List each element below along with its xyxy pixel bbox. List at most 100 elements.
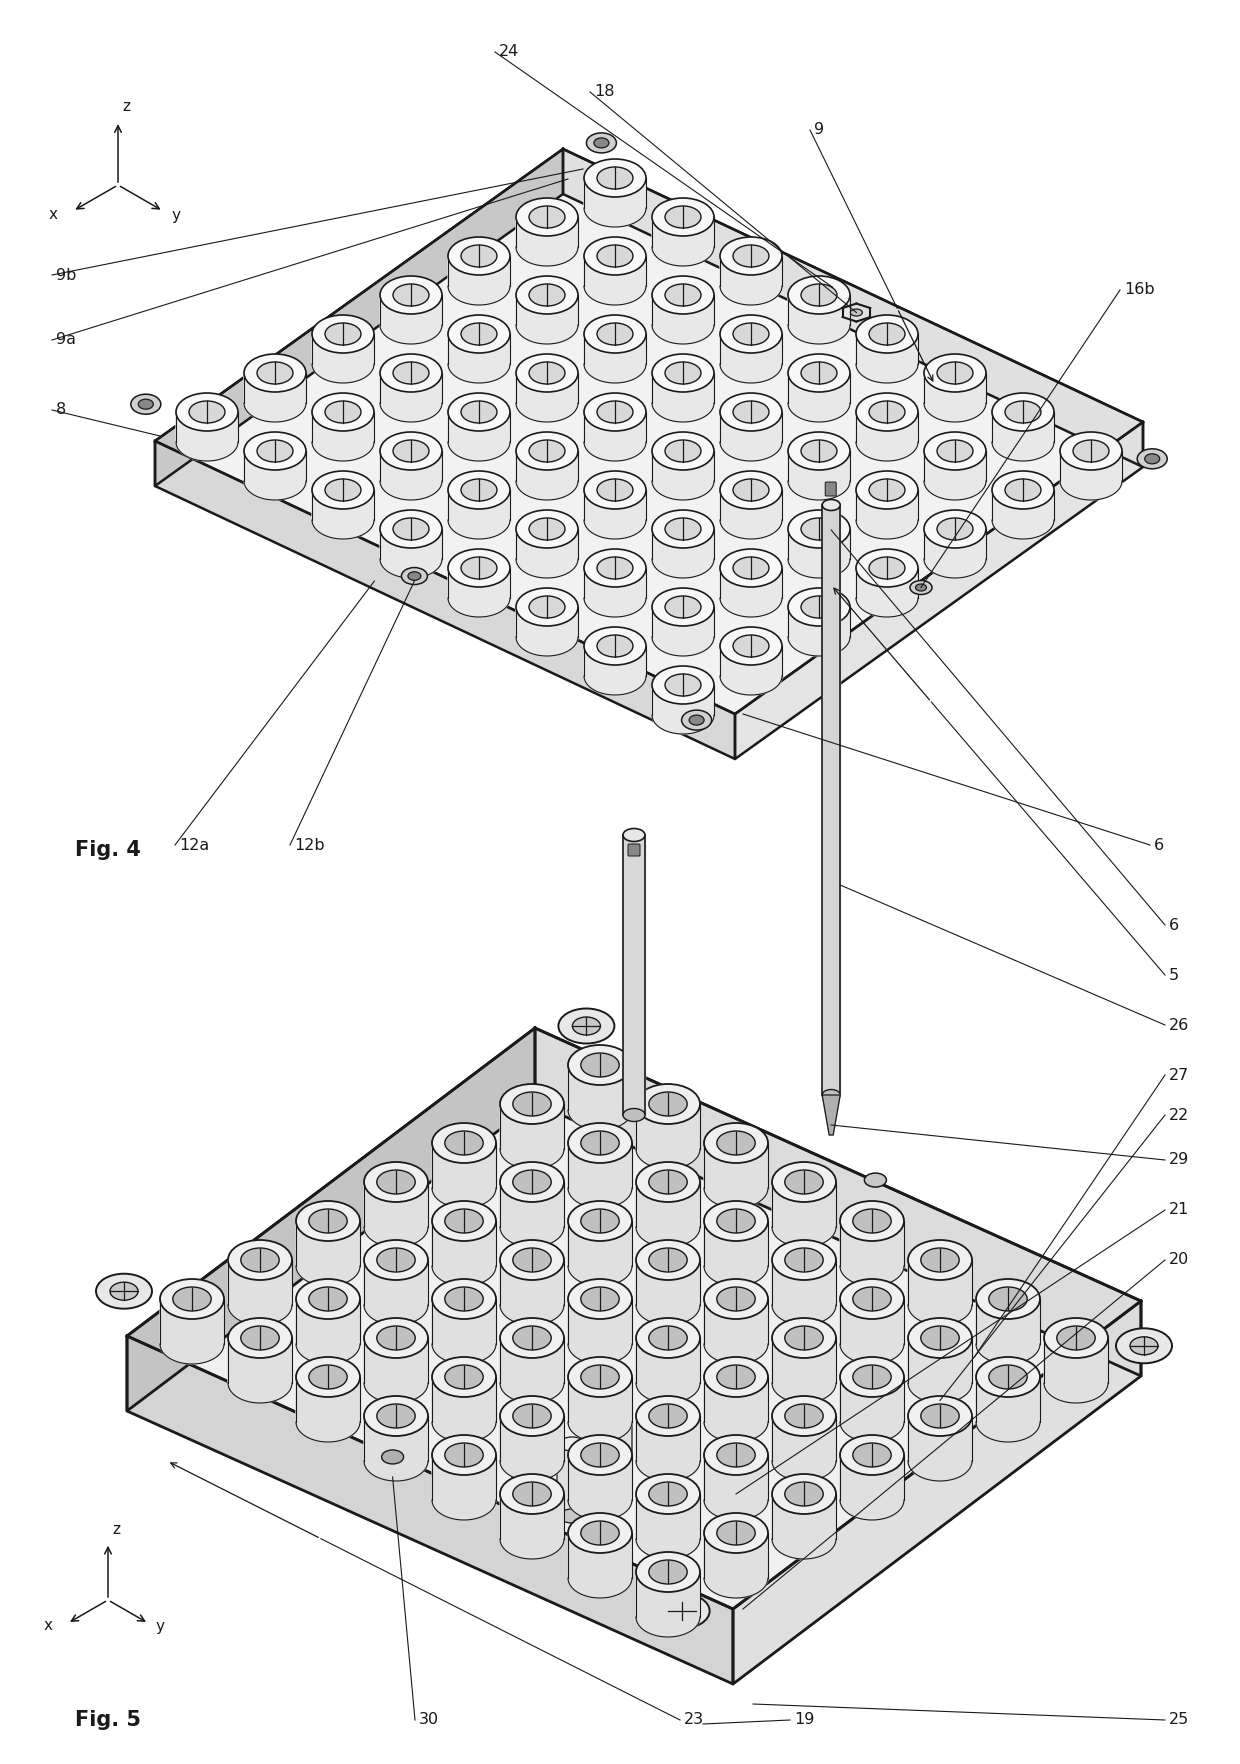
Ellipse shape — [636, 1085, 701, 1124]
Polygon shape — [296, 1298, 360, 1364]
Polygon shape — [312, 333, 374, 383]
FancyBboxPatch shape — [825, 482, 836, 496]
Ellipse shape — [733, 245, 769, 266]
Ellipse shape — [516, 432, 578, 469]
Ellipse shape — [402, 568, 428, 584]
Polygon shape — [773, 1182, 836, 1247]
Ellipse shape — [988, 1365, 1027, 1388]
Polygon shape — [704, 1378, 768, 1441]
Polygon shape — [652, 607, 714, 656]
Ellipse shape — [95, 1274, 153, 1309]
Ellipse shape — [365, 1395, 428, 1436]
Ellipse shape — [652, 275, 714, 314]
Polygon shape — [516, 217, 578, 266]
Polygon shape — [584, 333, 646, 383]
Ellipse shape — [448, 393, 510, 430]
Polygon shape — [856, 490, 918, 540]
Polygon shape — [126, 1335, 733, 1685]
Ellipse shape — [856, 549, 918, 587]
Ellipse shape — [704, 1434, 768, 1475]
Ellipse shape — [720, 626, 782, 665]
Ellipse shape — [785, 1170, 823, 1194]
Text: 6: 6 — [1154, 838, 1164, 852]
Polygon shape — [432, 1298, 496, 1364]
Polygon shape — [856, 568, 918, 617]
Ellipse shape — [976, 1357, 1040, 1397]
Text: 30: 30 — [419, 1713, 439, 1727]
Polygon shape — [155, 441, 735, 759]
Polygon shape — [516, 372, 578, 422]
Ellipse shape — [915, 584, 926, 591]
Ellipse shape — [717, 1208, 755, 1233]
Polygon shape — [976, 1378, 1040, 1441]
Ellipse shape — [787, 432, 849, 469]
Polygon shape — [720, 646, 782, 695]
Ellipse shape — [529, 596, 565, 617]
Ellipse shape — [667, 1602, 696, 1619]
Ellipse shape — [172, 1288, 211, 1311]
Ellipse shape — [992, 393, 1054, 430]
Ellipse shape — [665, 596, 701, 617]
Ellipse shape — [257, 362, 293, 385]
Ellipse shape — [649, 1327, 687, 1349]
Ellipse shape — [665, 674, 701, 697]
Ellipse shape — [515, 1462, 539, 1476]
Polygon shape — [992, 490, 1054, 540]
Polygon shape — [244, 372, 306, 422]
Ellipse shape — [652, 587, 714, 626]
Ellipse shape — [851, 309, 862, 316]
Polygon shape — [584, 256, 646, 305]
Polygon shape — [568, 1378, 632, 1441]
Polygon shape — [584, 413, 646, 460]
Text: 21: 21 — [1169, 1203, 1189, 1217]
Ellipse shape — [1116, 1328, 1172, 1364]
Ellipse shape — [515, 1484, 539, 1498]
Ellipse shape — [1073, 439, 1109, 462]
Ellipse shape — [717, 1365, 755, 1388]
Polygon shape — [720, 568, 782, 617]
Ellipse shape — [785, 1482, 823, 1506]
Polygon shape — [379, 295, 441, 344]
Ellipse shape — [309, 1365, 347, 1388]
Ellipse shape — [839, 1201, 904, 1242]
Ellipse shape — [869, 557, 905, 579]
Ellipse shape — [445, 1208, 484, 1233]
Ellipse shape — [584, 159, 646, 198]
Ellipse shape — [908, 1395, 972, 1436]
FancyBboxPatch shape — [627, 843, 640, 856]
Polygon shape — [773, 1494, 836, 1559]
Text: Fig. 4: Fig. 4 — [74, 840, 141, 861]
Ellipse shape — [604, 1411, 630, 1425]
Ellipse shape — [312, 393, 374, 430]
Ellipse shape — [604, 1484, 630, 1498]
Ellipse shape — [529, 519, 565, 540]
Ellipse shape — [976, 1279, 1040, 1319]
Polygon shape — [787, 607, 849, 656]
Polygon shape — [652, 372, 714, 422]
Polygon shape — [584, 490, 646, 540]
Polygon shape — [822, 505, 841, 1095]
Polygon shape — [160, 1298, 224, 1364]
Ellipse shape — [910, 580, 932, 594]
Polygon shape — [379, 372, 441, 422]
Ellipse shape — [1004, 480, 1042, 501]
Text: 26: 26 — [1169, 1018, 1189, 1032]
Ellipse shape — [580, 1131, 619, 1155]
Text: 24: 24 — [498, 44, 520, 60]
FancyBboxPatch shape — [512, 1416, 542, 1492]
Ellipse shape — [937, 439, 973, 462]
Ellipse shape — [596, 557, 632, 579]
Text: 18: 18 — [594, 85, 615, 99]
Ellipse shape — [568, 1044, 632, 1085]
Ellipse shape — [924, 510, 986, 549]
Polygon shape — [636, 1182, 701, 1247]
Ellipse shape — [500, 1085, 564, 1124]
Polygon shape — [568, 1455, 632, 1521]
Ellipse shape — [461, 245, 497, 266]
Polygon shape — [652, 529, 714, 579]
Ellipse shape — [529, 362, 565, 385]
Ellipse shape — [432, 1357, 496, 1397]
Polygon shape — [228, 1339, 291, 1402]
Polygon shape — [636, 1572, 701, 1637]
Polygon shape — [448, 568, 510, 617]
